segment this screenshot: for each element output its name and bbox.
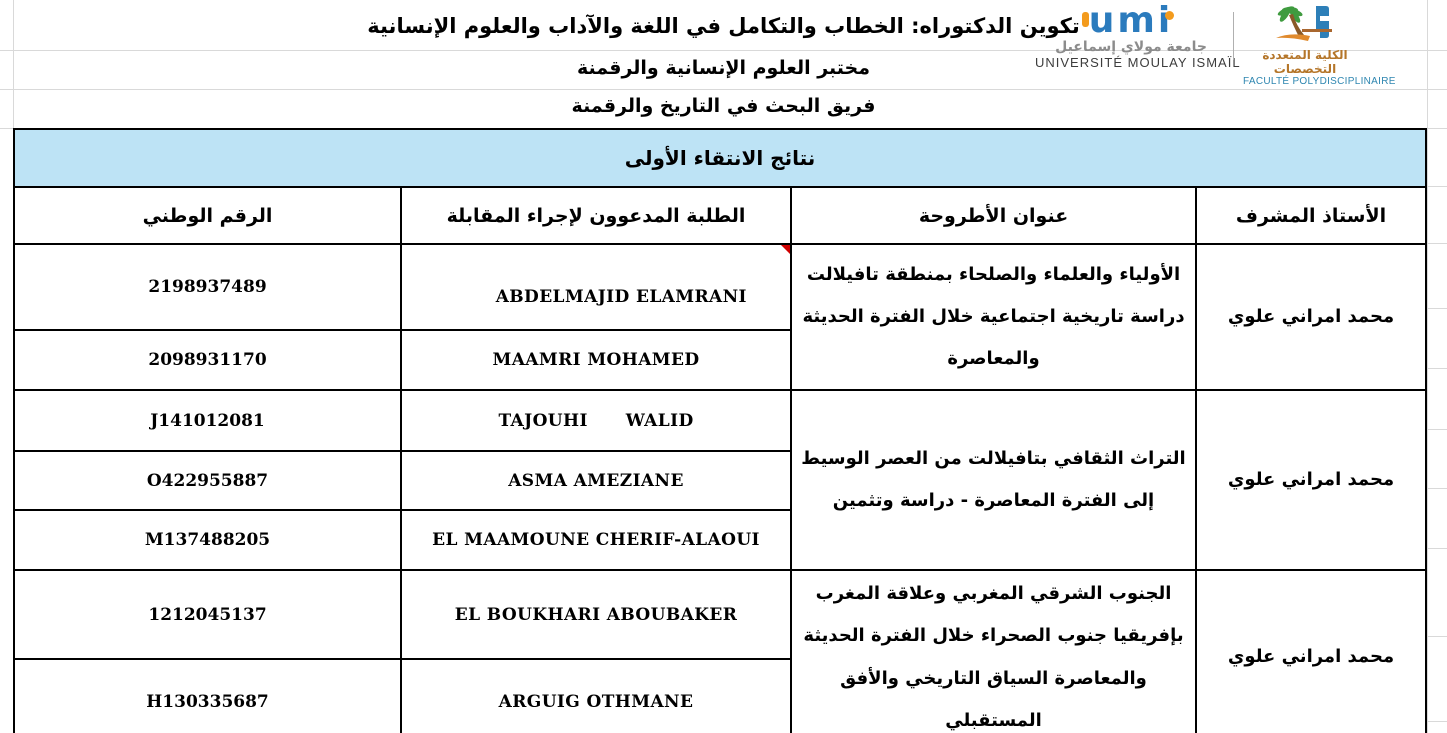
doc-title-line3: فريق البحث في التاريخ والرقمنة bbox=[571, 95, 876, 117]
col-header-students: الطلبة المدعوون لإجراء المقابلة bbox=[400, 186, 793, 245]
cell-student-name: ARGUIG OTHMANE bbox=[400, 658, 793, 733]
gridline bbox=[1425, 721, 1447, 722]
cell-thesis-title: الأولياء والعلماء والصلحاء بمنطقة تافيلا… bbox=[790, 243, 1198, 391]
doc-title-line2: مختبر العلوم الإنسانية والرقمنة bbox=[576, 57, 870, 79]
cell-national-id: 1212045137 bbox=[12, 568, 403, 661]
col-header-national-id: الرقم الوطني bbox=[12, 186, 403, 245]
umi-logo-mark: umi bbox=[1088, 0, 1174, 41]
cell-student-name: MAAMRI MOHAMED bbox=[400, 329, 793, 391]
cell-thesis-title: الجنوب الشرقي المغربي وعلاقة المغرب بإفر… bbox=[790, 568, 1198, 733]
umi-logo: umi جامعة مولاي إسماعيل UNIVERSITÉ MOULA… bbox=[1035, 3, 1241, 70]
gridline bbox=[1425, 308, 1447, 309]
cell-supervisor: محمد امراني علوي bbox=[1195, 389, 1428, 571]
umi-orange-accent bbox=[1081, 12, 1089, 27]
cell-national-id: M137488205 bbox=[12, 509, 403, 571]
student-name-text: ABDELMAJID ELAMRANI bbox=[495, 287, 747, 307]
umi-name-arabic: جامعة مولاي إسماعيل bbox=[1055, 38, 1207, 55]
cell-national-id: O422955887 bbox=[12, 450, 403, 511]
faculty-name-french: FACULTÉ POLYDISCIPLINAIRE bbox=[1243, 76, 1396, 87]
palm-tree-icon bbox=[1276, 6, 1332, 41]
cell-thesis-title: التراث الثقافي بتافيلالت من العصر الوسيط… bbox=[790, 389, 1198, 571]
gridline bbox=[1425, 368, 1447, 369]
gridline bbox=[1425, 429, 1447, 430]
logo-divider bbox=[1233, 12, 1234, 60]
table-title: نتائج الانتقاء الأولى bbox=[12, 128, 1428, 188]
faculty-logo: الكلية المتعددة التخصصات FACULTÉ POLYDIS… bbox=[1243, 4, 1396, 87]
gridline bbox=[0, 50, 1447, 51]
comment-marker-icon bbox=[781, 245, 791, 254]
gridline bbox=[1425, 548, 1447, 549]
cell-student-name: ASMA AMEZIANE bbox=[400, 450, 793, 511]
gridline bbox=[1425, 186, 1447, 187]
gridline bbox=[1427, 0, 1428, 733]
col-header-thesis: عنوان الأطروحة bbox=[790, 186, 1198, 245]
gridline bbox=[13, 0, 14, 128]
results-table: نتائج الانتقاء الأولى الأستاذ المشرف عنو… bbox=[12, 128, 1428, 733]
gridline bbox=[1425, 243, 1447, 244]
cell-student-name: EL MAAMOUNE CHERIF-ALAOUI bbox=[400, 509, 793, 571]
cell-national-id: H130335687 bbox=[12, 658, 403, 733]
cell-student-name: TAJOUHI WALID bbox=[400, 389, 793, 452]
cell-supervisor: محمد امراني علوي bbox=[1195, 243, 1428, 391]
col-header-supervisor: الأستاذ المشرف bbox=[1195, 186, 1428, 245]
doc-title-line1: تكوين الدكتوراه: الخطاب والتكامل في اللغ… bbox=[367, 14, 1080, 38]
cell-student-name: ABDELMAJID ELAMRANI bbox=[400, 243, 793, 331]
umi-name-french: UNIVERSITÉ MOULAY ISMAÏL bbox=[1035, 54, 1241, 70]
cell-supervisor: محمد امراني علوي bbox=[1195, 568, 1428, 733]
cell-national-id: 2098931170 bbox=[12, 329, 403, 391]
gridline bbox=[1425, 636, 1447, 637]
gridline bbox=[0, 89, 1447, 90]
cell-student-name: EL BOUKHARI ABOUBAKER bbox=[400, 568, 793, 661]
umi-orange-dot bbox=[1165, 11, 1175, 20]
cell-national-id: 2198937489 bbox=[12, 243, 403, 331]
gridline bbox=[1425, 488, 1447, 489]
faculty-name-arabic: الكلية المتعددة التخصصات bbox=[1262, 48, 1348, 76]
cell-national-id: J141012081 bbox=[12, 389, 403, 452]
